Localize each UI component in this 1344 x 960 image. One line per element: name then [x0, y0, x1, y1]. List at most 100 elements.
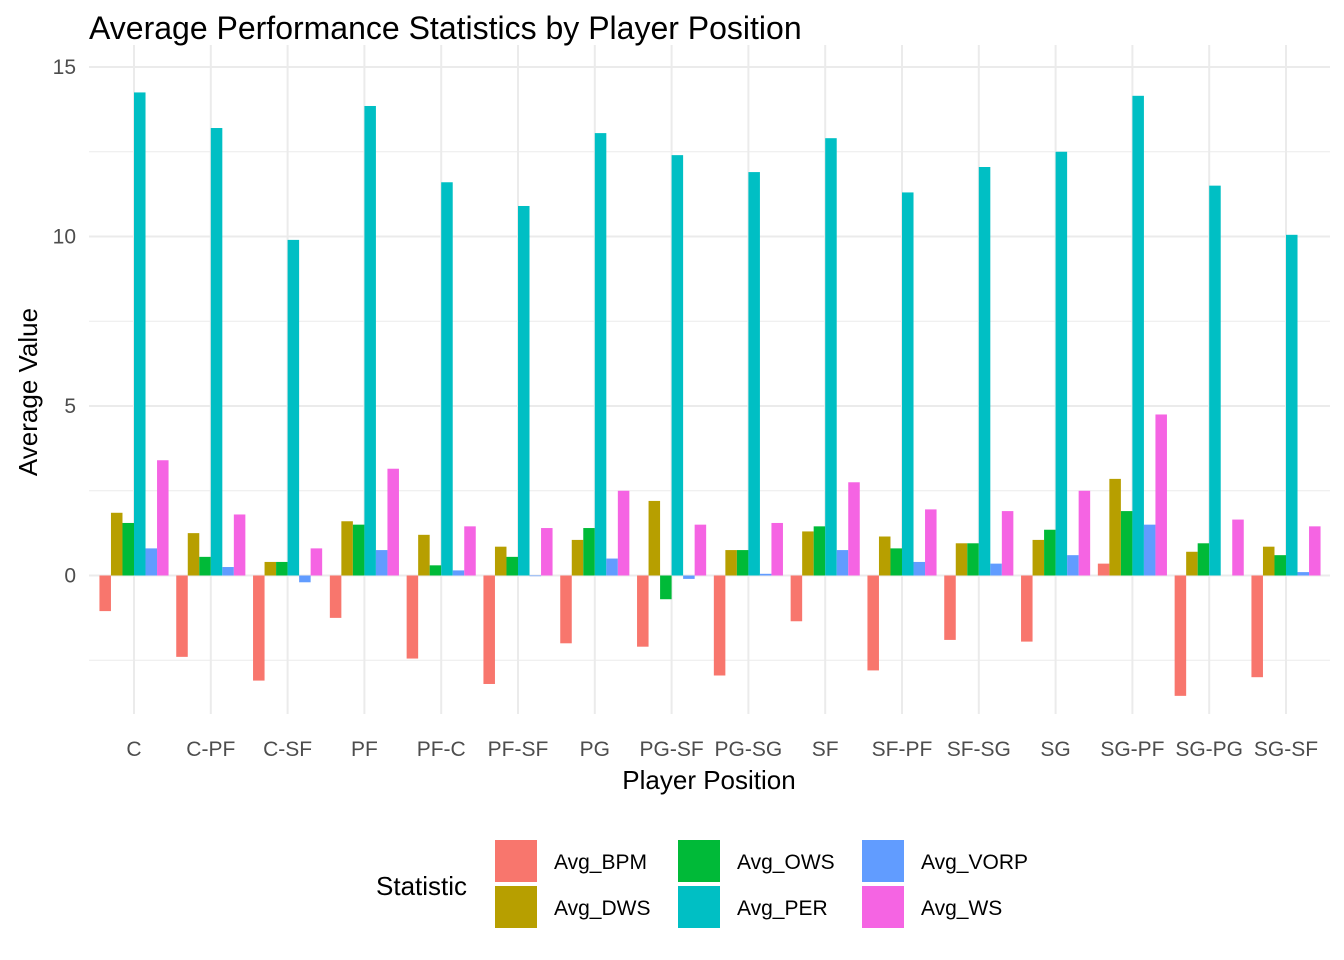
x-tick-label: PG-SF — [640, 738, 704, 761]
bar-avg-ws-sg-pg — [1232, 519, 1244, 576]
y-tick-label: 0 — [64, 565, 76, 588]
bar-avg-per-c-pf — [210, 128, 223, 576]
bar-avg-dws-pf — [341, 521, 353, 576]
bar-avg-bpm-c-pf — [176, 575, 188, 657]
bar-avg-per-sg-pg — [1209, 185, 1221, 576]
bar-avg-ws-sg-pf — [1155, 414, 1167, 576]
bar-avg-bpm-pf — [329, 575, 342, 618]
bar-avg-ows-sf — [813, 526, 826, 576]
bar-avg-dws-sg-pg — [1186, 551, 1198, 576]
y-tick-label: 15 — [53, 56, 76, 79]
bar-avg-ws-c — [157, 460, 169, 576]
bar-avg-per-sf — [825, 138, 837, 576]
bar-avg-per-pf-c — [441, 182, 453, 576]
bar-avg-ows-sf-sg — [967, 543, 979, 576]
bar-avg-per-sg-sf — [1286, 234, 1298, 576]
bar-avg-vorp-c — [145, 548, 158, 576]
bar-avg-ws-pf-sf — [541, 528, 553, 576]
x-tick-label: SG-SF — [1254, 738, 1318, 761]
bar-avg-bpm-sg-sf — [1251, 575, 1263, 678]
bar-avg-bpm-pg-sf — [637, 575, 649, 647]
x-tick-label: SF — [812, 738, 839, 761]
bar-avg-dws-c — [110, 512, 123, 576]
bar-avg-vorp-sg — [1067, 555, 1079, 576]
bar-avg-per-c-sf — [287, 239, 300, 576]
legend-label-avg-ows: Avg_OWS — [737, 851, 835, 874]
bar-avg-ws-c-pf — [233, 514, 246, 576]
bar-avg-dws-sg — [1032, 539, 1045, 576]
bar-avg-ows-pf-sf — [506, 556, 518, 576]
legend-label-avg-bpm: Avg_BPM — [554, 851, 647, 874]
x-tick-label: C-SF — [263, 738, 312, 761]
bar-avg-vorp-pf-sf — [529, 575, 542, 577]
legend-key-avg-per — [678, 886, 720, 928]
bar-avg-ows-sg-pf — [1120, 511, 1133, 576]
bar-avg-per-pf — [364, 105, 376, 576]
y-tick-labels: 0 5 10 15 — [53, 56, 76, 588]
legend-key-avg-ws — [862, 886, 904, 928]
bar-avg-vorp-sf — [836, 550, 849, 576]
bar-avg-ows-c-pf — [199, 556, 211, 576]
bar-avg-vorp-pg-sf — [683, 575, 695, 579]
bar-avg-dws-sf-sg — [955, 543, 968, 576]
bar-avg-bpm-sf-pf — [867, 575, 879, 671]
x-axis-title: Player Position — [622, 765, 795, 795]
bar-avg-vorp-pg-sg — [759, 573, 772, 576]
x-tick-label: PG — [580, 738, 610, 761]
bar-avg-dws-sg-pf — [1109, 478, 1121, 576]
bar-avg-dws-c-sf — [264, 561, 277, 576]
bar-avg-ws-pf — [387, 468, 399, 576]
bar-avg-vorp-sf-pf — [913, 561, 926, 576]
bar-avg-bpm-sf-sg — [944, 575, 956, 640]
bar-avg-dws-pf-c — [418, 534, 430, 576]
bar-avg-dws-pg — [571, 539, 584, 576]
x-tick-label: SF-PF — [872, 738, 933, 761]
bar-avg-dws-pg-sf — [648, 500, 661, 576]
bar-avg-bpm-pg-sg — [713, 575, 726, 676]
bar-avg-vorp-sf-sg — [990, 563, 1002, 576]
bar-avg-ows-sg-sf — [1274, 555, 1286, 576]
y-tick-label: 10 — [53, 226, 76, 249]
bar-avg-vorp-sg-pf — [1143, 524, 1156, 576]
bar-avg-per-pf-sf — [518, 205, 530, 576]
legend-label-avg-dws: Avg_DWS — [554, 897, 650, 920]
x-tick-labels: C C-PF C-SF PF PF-C PF-SF PG PG-SF PG-SG SF SF-PF S… — [126, 738, 1318, 761]
x-tick-label: SF-SG — [947, 738, 1011, 761]
bar-avg-dws-sg-sf — [1262, 546, 1275, 576]
bar-avg-bpm-c-sf — [253, 575, 265, 681]
bar-avg-ws-pg — [617, 490, 630, 576]
bar-avg-ws-sf — [848, 482, 860, 576]
bar-avg-ws-pg-sg — [771, 522, 783, 576]
bar-avg-ows-sg — [1044, 529, 1056, 576]
x-tick-label: C — [126, 738, 141, 761]
bar-avg-vorp-pf — [375, 550, 388, 576]
y-tick-label: 5 — [64, 395, 76, 418]
bar-avg-vorp-c-sf — [299, 575, 311, 583]
bar-avg-bpm-sg — [1021, 575, 1033, 642]
legend-label-avg-per: Avg_PER — [737, 897, 828, 920]
x-tick-label: C-PF — [186, 738, 235, 761]
legend-key-avg-bpm — [495, 840, 537, 882]
x-tick-label: PF-C — [417, 738, 466, 761]
legend-key-avg-dws — [495, 886, 537, 928]
bar-avg-ows-pg — [583, 528, 595, 576]
bar-avg-ows-pf — [352, 524, 365, 576]
bar-avg-vorp-pg — [606, 558, 618, 576]
bar-avg-dws-sf — [802, 531, 814, 576]
bar-avg-per-c — [134, 92, 146, 576]
bar-avg-ws-c-sf — [310, 548, 323, 576]
bar-avg-ws-pf-c — [464, 526, 476, 576]
bar-avg-ws-sg-sf — [1309, 526, 1321, 576]
bar-avg-bpm-pg — [560, 575, 572, 644]
x-tick-label: PG-SG — [715, 738, 783, 761]
x-tick-label: PF — [351, 738, 378, 761]
legend-title: Statistic — [376, 871, 467, 901]
y-axis-title: Average Value — [13, 308, 43, 476]
legend: Statistic Avg_BPM Avg_DWS Avg_OWS Avg_PER Av… — [376, 840, 1028, 928]
bar-avg-ws-sf-pf — [925, 509, 937, 576]
bar-avg-ws-sg — [1078, 490, 1091, 576]
bar-avg-dws-c-pf — [187, 533, 200, 576]
legend-label-avg-vorp: Avg_VORP — [921, 851, 1028, 874]
bar-avg-per-pg-sg — [748, 172, 760, 576]
